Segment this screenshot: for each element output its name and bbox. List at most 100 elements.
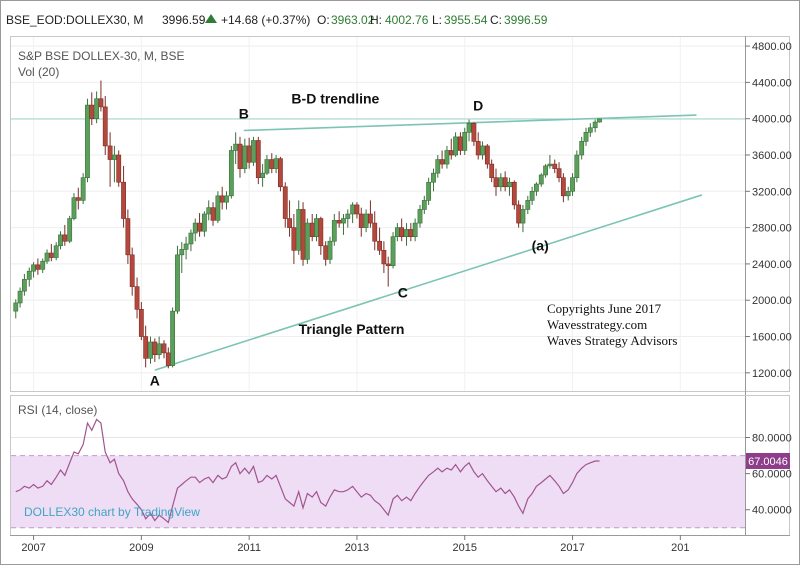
rsi-band-fill bbox=[11, 455, 745, 528]
candle-body bbox=[439, 159, 445, 165]
candle-up bbox=[480, 141, 485, 160]
header-open-value: 3963.02 bbox=[331, 13, 375, 27]
annotation-label: (a) bbox=[532, 237, 549, 253]
candle-body bbox=[31, 264, 36, 272]
rsi-line-path bbox=[15, 418, 600, 524]
candle-body bbox=[58, 234, 63, 247]
candle-body bbox=[516, 204, 522, 224]
price-chart-title: S&P BSE DOLLEX-30, M, BSE bbox=[18, 49, 185, 63]
candle-body bbox=[583, 132, 589, 142]
candle-body bbox=[170, 310, 176, 366]
candle-up bbox=[417, 204, 423, 228]
candle-body bbox=[498, 177, 504, 188]
tradingview-watermark: DOLLEX30 chart by TradingView bbox=[24, 505, 200, 519]
candle-body bbox=[462, 132, 468, 151]
candle-down bbox=[484, 144, 490, 169]
price-tick-label: 2800.00 bbox=[752, 223, 792, 235]
candle-body bbox=[309, 222, 315, 237]
candle-body bbox=[233, 143, 239, 151]
candle-body bbox=[444, 150, 450, 165]
candle-body bbox=[412, 222, 418, 237]
candle-body bbox=[282, 186, 288, 219]
annotations: A B B-D trendline C D (a) Triangle Pattern bbox=[150, 90, 549, 388]
candle-up bbox=[345, 209, 351, 228]
candle-body bbox=[475, 141, 481, 156]
candle-down bbox=[368, 200, 373, 228]
rsi-last-value-badge: 67.0046 bbox=[746, 452, 790, 469]
candle-down bbox=[125, 209, 131, 264]
candle-down bbox=[138, 302, 144, 341]
candle-body bbox=[21, 279, 27, 292]
candle-body bbox=[565, 191, 571, 197]
candle-body bbox=[85, 104, 90, 178]
rsi-tick-label: 80.0000 bbox=[752, 433, 792, 445]
candle-body bbox=[13, 302, 19, 312]
candle-body bbox=[560, 177, 566, 197]
candle-down bbox=[278, 156, 283, 192]
candle-body bbox=[94, 98, 100, 119]
candle-up bbox=[183, 236, 189, 260]
candle-up bbox=[251, 136, 256, 166]
header-close-value: 3996.59 bbox=[504, 13, 548, 27]
time-tick-label: 2017 bbox=[560, 542, 584, 554]
candle-up bbox=[421, 195, 427, 214]
candle-body bbox=[345, 213, 351, 219]
candle-up bbox=[40, 258, 46, 273]
candle-up bbox=[170, 307, 176, 368]
candle-body bbox=[102, 106, 108, 147]
candle-body bbox=[368, 213, 373, 224]
candle-body bbox=[520, 209, 526, 224]
header-symbol: BSE_EOD:DOLLEX30, M bbox=[6, 13, 143, 27]
candle-up bbox=[538, 173, 544, 187]
candle-body bbox=[579, 141, 585, 156]
candle-up bbox=[574, 150, 580, 183]
candle-body bbox=[394, 227, 400, 237]
candle-down bbox=[291, 214, 297, 264]
candle-body bbox=[341, 218, 346, 224]
candle-body bbox=[502, 177, 508, 188]
candle-body bbox=[215, 195, 221, 221]
candle-down bbox=[107, 132, 113, 187]
candle-body bbox=[331, 220, 337, 242]
candle-body bbox=[224, 195, 229, 203]
candle-down bbox=[399, 218, 405, 242]
candle-down bbox=[255, 136, 261, 185]
candle-up bbox=[179, 242, 185, 273]
annotation-label: B-D trendline bbox=[291, 90, 379, 106]
candle-down bbox=[89, 92, 95, 126]
candle-down bbox=[556, 162, 562, 183]
candle-up bbox=[264, 155, 270, 175]
time-tick-label: 2011 bbox=[237, 542, 261, 554]
rsi-badge-bg bbox=[746, 452, 790, 469]
candle-body bbox=[426, 181, 432, 201]
candle-down bbox=[471, 122, 477, 146]
candle-body bbox=[210, 207, 216, 221]
candle-up bbox=[579, 136, 585, 160]
candle-down bbox=[318, 216, 324, 255]
candle-body bbox=[251, 140, 256, 163]
candle-body bbox=[458, 136, 463, 151]
candle-body bbox=[435, 159, 441, 174]
candle-body bbox=[75, 197, 81, 201]
candle-down bbox=[98, 80, 104, 112]
header-high-label: H: bbox=[370, 13, 382, 27]
candle-body bbox=[143, 336, 149, 359]
candle-down bbox=[439, 150, 445, 169]
candle-body bbox=[112, 154, 117, 160]
candle-body bbox=[269, 159, 275, 169]
candle-body bbox=[314, 218, 319, 237]
candle-up bbox=[547, 155, 553, 169]
candle-body bbox=[206, 207, 212, 215]
header-high-value: 4002.76 bbox=[385, 13, 429, 27]
annotation-label: B bbox=[239, 106, 249, 122]
candle-body bbox=[318, 218, 324, 247]
candle-body bbox=[372, 222, 378, 242]
candle-body bbox=[165, 352, 171, 366]
candle-down bbox=[381, 241, 387, 273]
header-low-value: 3955.54 bbox=[444, 13, 488, 27]
candle-up bbox=[525, 195, 531, 214]
candle-up bbox=[426, 177, 432, 205]
candle-up bbox=[435, 155, 441, 178]
annotation-label: D bbox=[473, 98, 483, 114]
